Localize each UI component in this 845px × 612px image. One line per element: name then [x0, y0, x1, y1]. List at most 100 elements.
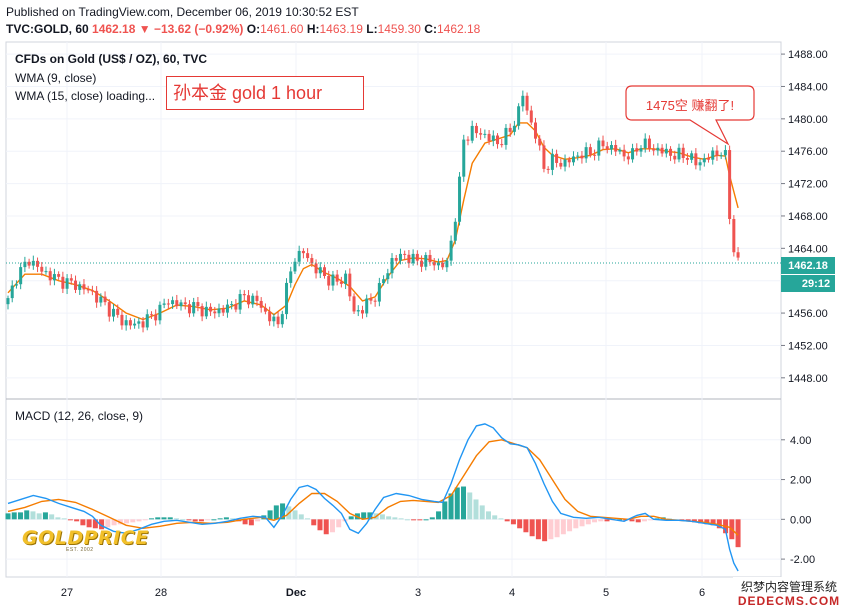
candle-body [664, 148, 668, 154]
open-label: O: [246, 22, 261, 36]
high-value: 1463.19 [319, 22, 363, 36]
macd-hist-bar [86, 519, 92, 528]
candle-body [44, 271, 48, 273]
candle-body [723, 150, 727, 156]
chart-legend-title: CFDs on Gold (US$ / OZ), 60, TVC [15, 52, 208, 66]
macd-hist-bar [192, 519, 198, 522]
symbol[interactable]: TVC:GOLD, 60 [6, 22, 89, 36]
macd-hist-bar [167, 517, 173, 520]
candle-body [487, 133, 491, 141]
candle-body [428, 254, 432, 263]
candle-body [390, 258, 394, 274]
candle-body [247, 295, 251, 305]
candle-body [217, 308, 221, 314]
macd-hist-bar [92, 519, 98, 529]
candle-body [398, 253, 402, 261]
candle-body [449, 240, 453, 261]
candle-body [95, 290, 99, 303]
candle-body [521, 95, 525, 107]
candle-body [124, 320, 128, 326]
candle-body [567, 159, 571, 163]
candle-body [196, 302, 200, 307]
macd-hist-bar [386, 516, 392, 520]
price-change: −13.62 (−0.92%) [154, 22, 244, 36]
low-label: L: [366, 22, 378, 36]
macd-hist-bar [161, 517, 167, 520]
candle-body [335, 274, 339, 282]
logo-sub: EST. 2002 [66, 547, 94, 553]
candle-body [453, 221, 457, 241]
time-tick-label: 3 [415, 587, 421, 599]
candle-body [635, 148, 639, 152]
candle-body [643, 138, 647, 149]
candle-body [272, 316, 276, 322]
candle-body [86, 289, 90, 291]
last-price-tag-label: 1462.18 [788, 260, 828, 272]
macd-hist-bar [454, 487, 460, 520]
macd-hist-bar [398, 518, 404, 520]
time-axis[interactable]: 27 28 Dec 3 4 5 6 [61, 587, 705, 599]
macd-axis[interactable]: 4.00 2.00 0.00 -2.00 [781, 435, 815, 566]
price-tick-label: 1452.00 [788, 340, 828, 352]
callout-bubble[interactable] [625, 85, 755, 146]
candle-body [36, 260, 40, 267]
macd-hist-bar [448, 493, 454, 520]
legend-wma15[interactable]: WMA (15, close) loading... [15, 89, 156, 103]
candle-body [656, 147, 660, 151]
candle-body [728, 150, 732, 219]
candle-body [525, 95, 529, 111]
candle-body [268, 311, 272, 322]
macd-hist-bar [735, 519, 741, 548]
candle-body [285, 282, 289, 315]
macd-hist-bar [130, 519, 136, 523]
candle-body [297, 250, 301, 262]
candle-body [192, 302, 196, 314]
candle-body [512, 125, 516, 132]
close-label: C: [424, 22, 437, 36]
candle-body [517, 106, 521, 126]
legend-macd[interactable]: MACD (12, 26, close, 9) [15, 409, 144, 423]
macd-hist-bar [17, 512, 23, 520]
macd-hist-bar [248, 519, 254, 526]
candle-body [158, 304, 162, 321]
macd-hist-bar [710, 519, 716, 526]
macd-hist-bar [305, 518, 311, 520]
candle-body [386, 273, 390, 280]
macd-hist-bar [573, 519, 579, 529]
time-tick-label: 28 [155, 587, 167, 599]
macd-hist-bar [99, 519, 105, 530]
candle-body [331, 274, 335, 286]
candle-body [652, 148, 656, 151]
macd-hist-bar [429, 517, 435, 520]
close-value: 1462.18 [436, 22, 481, 36]
macd-hist-bar [30, 511, 36, 520]
symbol-line: TVC:GOLD, 60 1462.18 ▼ −13.62 (−0.92%) O… [6, 22, 480, 36]
candle-body [685, 158, 689, 160]
candle-body [715, 150, 719, 156]
price-tick-label: 1464.00 [788, 243, 828, 255]
legend-wma9[interactable]: WMA (9, close) [15, 71, 97, 85]
macd-hist-bar [42, 512, 48, 520]
candle-body [27, 261, 31, 266]
macd-line [7, 423, 739, 572]
macd-hist-bar [317, 519, 323, 531]
price-tick-label: 1476.00 [788, 146, 828, 158]
macd-hist-bar [211, 519, 217, 521]
candle-body [19, 267, 23, 285]
candle-body [622, 149, 626, 157]
candle-body [78, 284, 82, 290]
candle-body [276, 316, 280, 325]
price-axis[interactable]: 1488.00 1484.00 1480.00 1476.00 1472.00 1468.… [781, 49, 828, 385]
candle-body [377, 283, 381, 302]
price-tick-label: 1448.00 [788, 373, 828, 385]
down-arrow-icon: ▼ [138, 22, 151, 36]
candle-body [301, 250, 305, 254]
candle-body [141, 321, 145, 328]
macd-hist-bar [560, 519, 566, 535]
candle-body [394, 258, 398, 261]
annotation-box[interactable]: 孙本金 gold 1 hour [166, 76, 364, 110]
candle-body [221, 308, 225, 313]
macd-hist-bar [523, 519, 529, 533]
candle-body [647, 138, 651, 149]
